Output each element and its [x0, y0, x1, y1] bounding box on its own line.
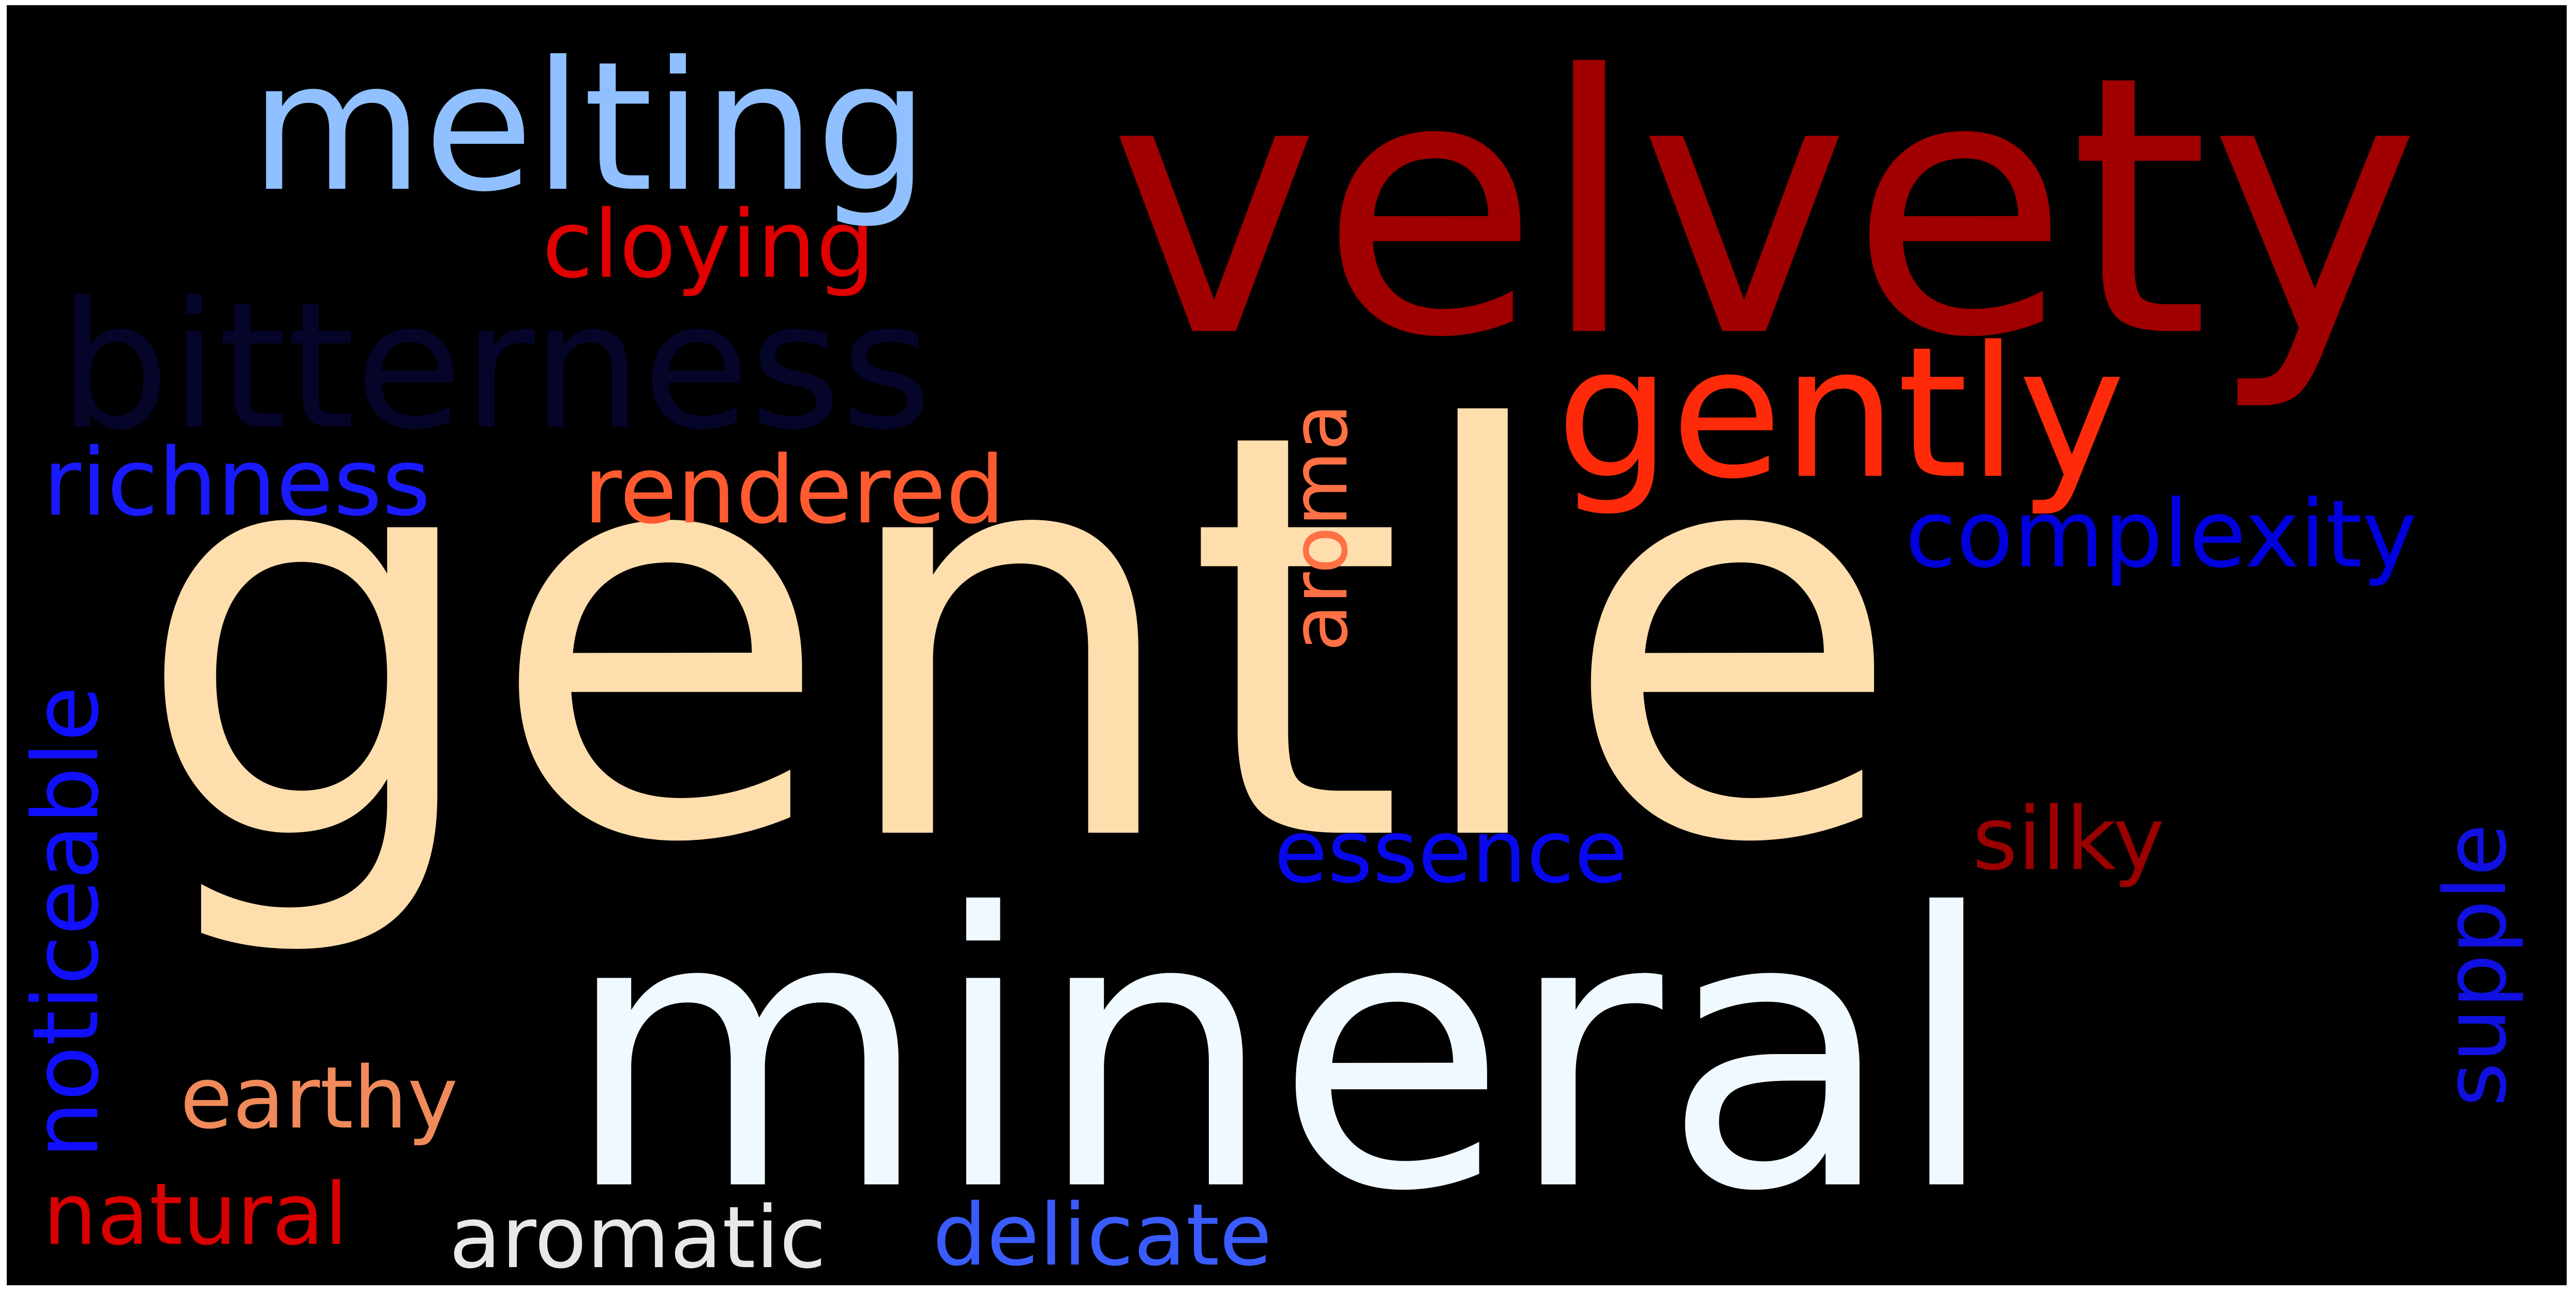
word-earthy: earthy: [180, 1048, 458, 1148]
word-cloying: cloying: [542, 191, 875, 299]
word-bitterness: bitterness: [58, 264, 932, 468]
word-cloud: gentle mineral velvety melting bitternes…: [14, 5, 2525, 1285]
word-rendered: rendered: [583, 437, 1005, 545]
word-delicate: delicate: [933, 1185, 1272, 1285]
word-noticeable: noticeable: [14, 686, 119, 1159]
word-gentle: gentle: [133, 314, 1904, 965]
word-richness: richness: [43, 429, 430, 537]
word-natural: natural: [43, 1165, 348, 1264]
word-cloud-panel: gentle mineral velvety melting bitternes…: [7, 5, 2567, 1285]
word-velvety: velvety: [1109, 5, 2420, 415]
word-silky: silky: [1972, 788, 2165, 890]
word-gently: gently: [1556, 308, 2125, 519]
word-complexity: complexity: [1905, 480, 2417, 589]
word-essence: essence: [1274, 801, 1628, 903]
word-melting: melting: [250, 24, 929, 231]
word-mineral: mineral: [563, 834, 1999, 1274]
word-supple: supple: [2426, 824, 2525, 1107]
word-aroma: aroma: [1275, 403, 1365, 652]
word-aromatic: aromatic: [449, 1188, 826, 1285]
